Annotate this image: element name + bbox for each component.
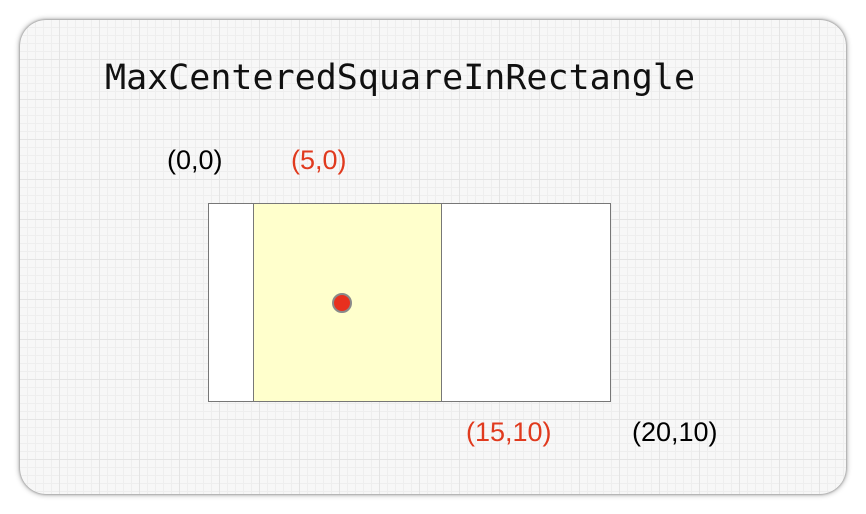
diagram-title: MaxCenteredSquareInRectangle xyxy=(105,58,696,98)
center-point xyxy=(332,293,352,313)
square-bottom-right-label: (15,10) xyxy=(466,417,552,447)
square-top-left-label: (5,0) xyxy=(291,145,347,175)
rect-bottom-right-label: (20,10) xyxy=(632,417,718,447)
rect-top-left-label: (0,0) xyxy=(167,145,223,175)
